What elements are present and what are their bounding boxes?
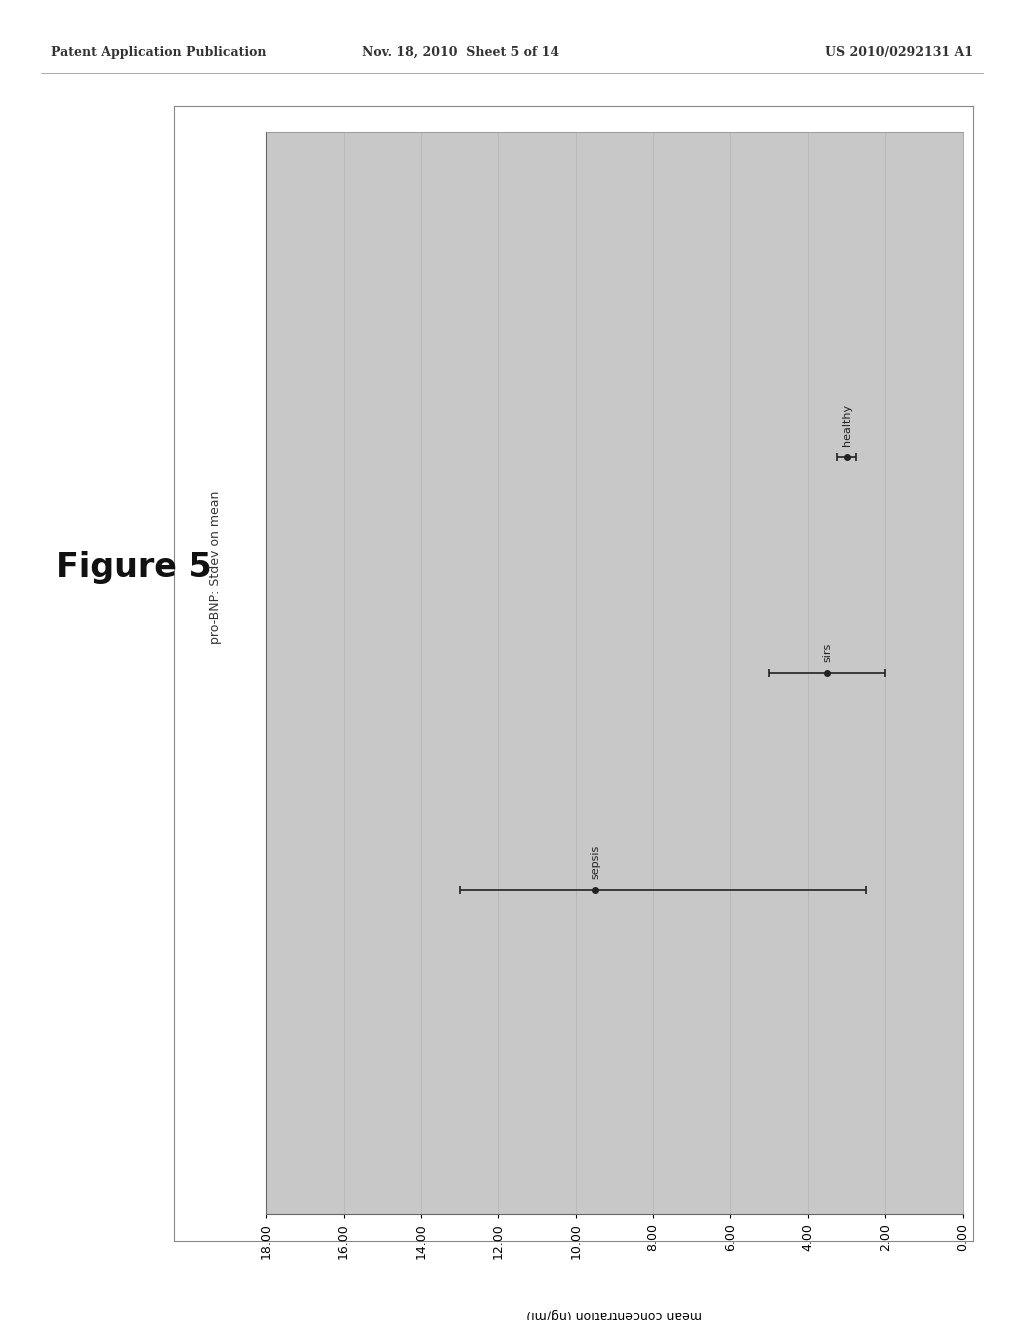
Text: US 2010/0292131 A1: US 2010/0292131 A1 bbox=[824, 46, 973, 59]
Text: sirs: sirs bbox=[822, 643, 833, 663]
Text: Figure 5: Figure 5 bbox=[56, 552, 212, 583]
Text: Nov. 18, 2010  Sheet 5 of 14: Nov. 18, 2010 Sheet 5 of 14 bbox=[362, 46, 559, 59]
X-axis label: mean concentration (ng/ml): mean concentration (ng/ml) bbox=[526, 1308, 702, 1320]
Text: healthy: healthy bbox=[842, 404, 852, 446]
Text: sepsis: sepsis bbox=[590, 845, 600, 879]
Text: pro-BNP: Stdev on mean: pro-BNP: Stdev on mean bbox=[209, 491, 221, 644]
Text: Patent Application Publication: Patent Application Publication bbox=[51, 46, 266, 59]
